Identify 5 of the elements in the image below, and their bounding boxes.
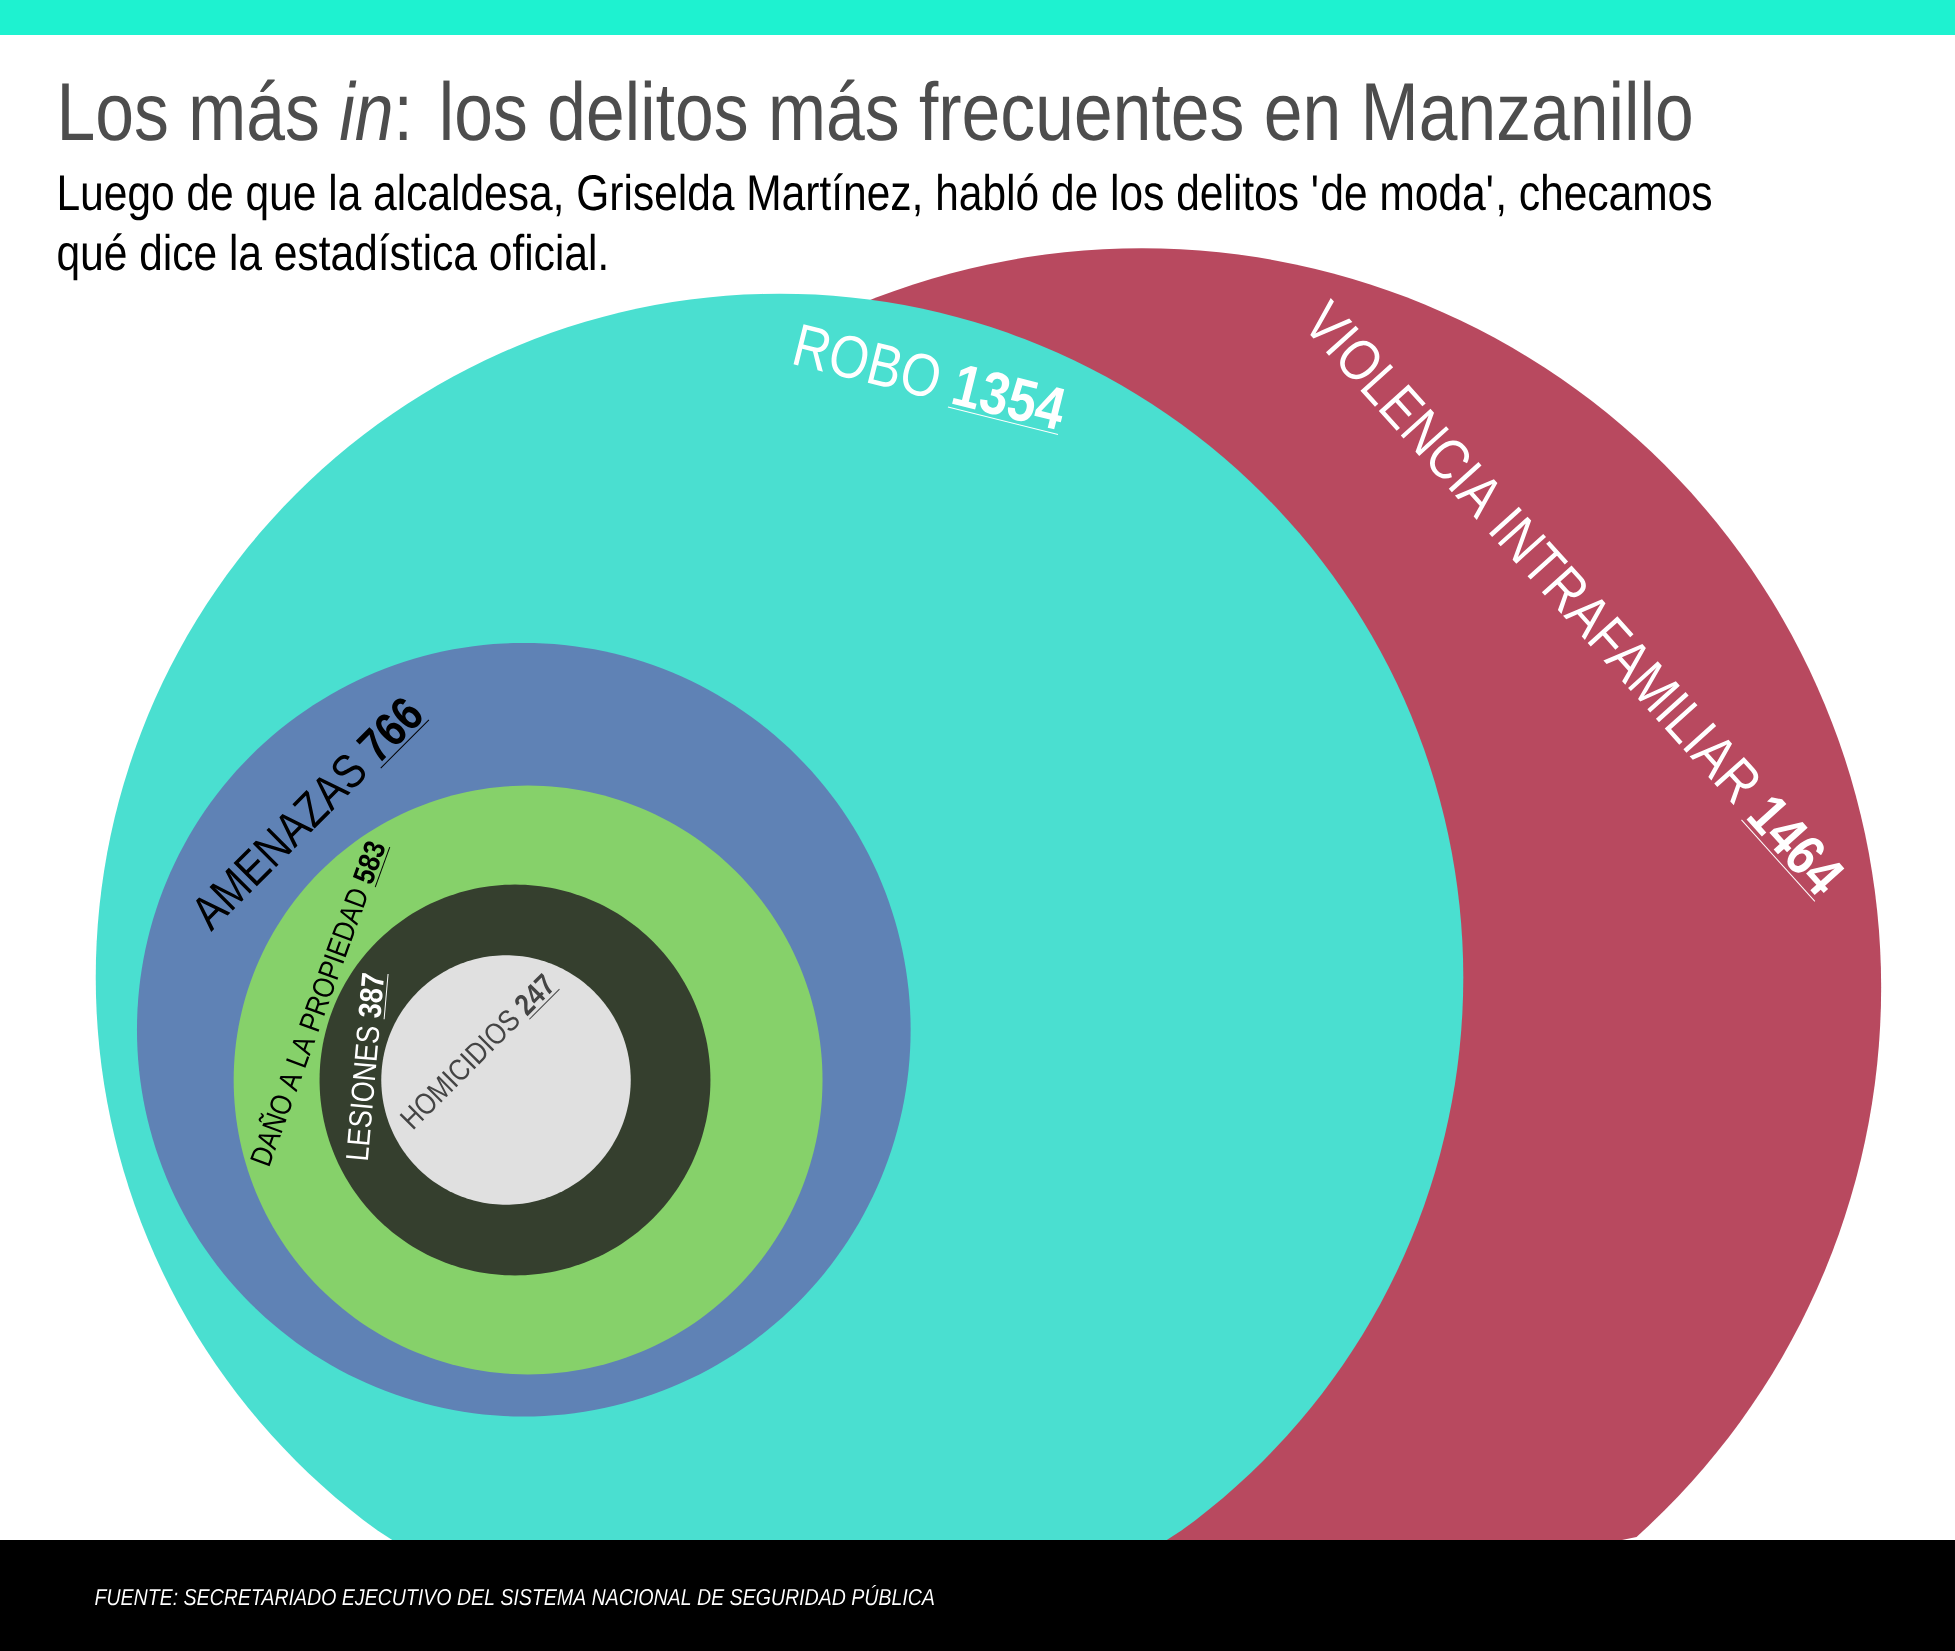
source-note: FUENTE: SECRETARIADO EJECUTIVO DEL SISTEMA NACIONAL DE SEGURIDAD PÚBLICA: [95, 1585, 934, 1606]
category-label: ROBO: [793, 324, 939, 396]
text: Los más in: los delitos más frecuentes en Manzanillo: [62, 79, 1691, 141]
text: Luego de que la alcaldesa, Griselda Martínez, habló de los delitos 'de moda', checamos qué dice la estadística oficial.: [58, 173, 1711, 281]
data-label: 1354: [952, 365, 1065, 430]
